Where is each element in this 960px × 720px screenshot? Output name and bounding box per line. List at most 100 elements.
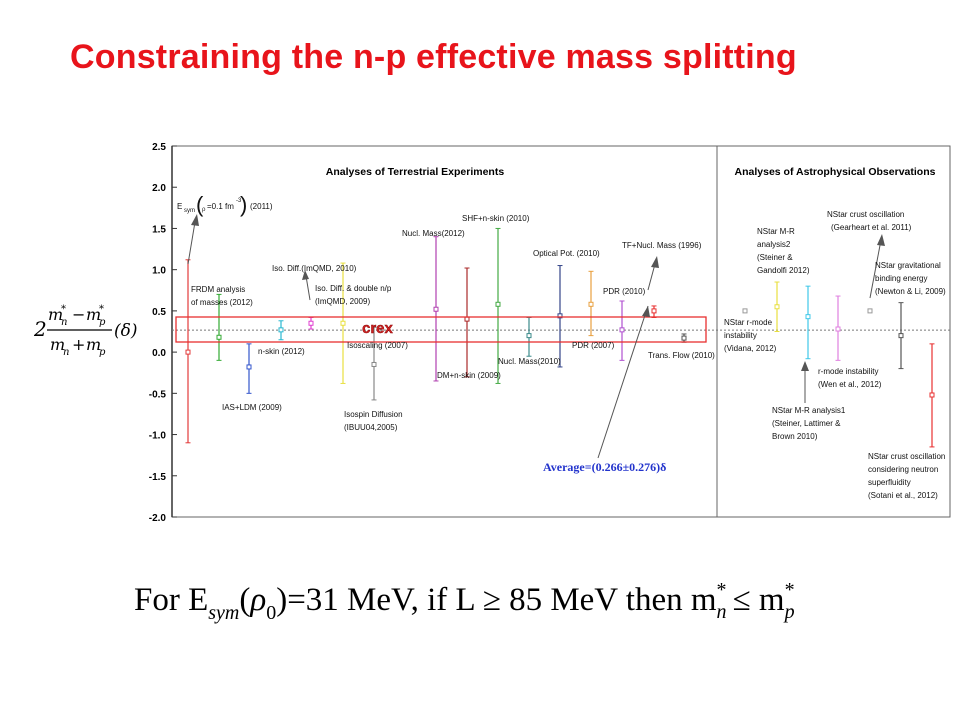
label-shf: SHF+n-skin (2010) <box>462 214 530 223</box>
svg-text:m: m <box>50 335 65 354</box>
svg-text:p: p <box>99 347 106 358</box>
arrow-crust <box>869 239 882 299</box>
label-grav-3: (Newton & Li, 2009) <box>875 287 946 296</box>
data-point <box>619 327 625 333</box>
label-rmode-wen-1: r-mode instability <box>818 367 878 376</box>
panel-title-terrestrial: Analyses of Terrestrial Experiments <box>326 166 505 178</box>
label-sotani-4: (Sotani et al., 2012) <box>868 491 938 500</box>
label-isospin-2: (IBUU04,2005) <box>344 423 398 432</box>
label-isodiff: Iso. Diff.(ImQMD, 2010) <box>272 264 357 273</box>
error-bar <box>340 262 346 384</box>
data-point <box>340 320 346 326</box>
label-rmode-vidana-1: NStar r-mode <box>724 318 773 327</box>
label-mr1-3: Brown 2010) <box>772 432 818 441</box>
label-grav-1: NStar gravitational <box>875 261 941 270</box>
svg-text:(2011): (2011) <box>250 202 273 211</box>
label-nskin: n-skin (2012) <box>258 347 305 356</box>
data-point <box>742 308 748 314</box>
error-bar <box>433 236 439 382</box>
data-point <box>526 333 532 339</box>
y-tick-label: -1.0 <box>149 431 167 442</box>
data-point <box>867 308 873 314</box>
y-tick-label: 0.0 <box>152 348 166 359</box>
error-bars <box>185 227 935 448</box>
crex-box <box>175 316 707 343</box>
y-tick-label: 1.0 <box>152 266 166 277</box>
error-bar <box>216 293 222 361</box>
data-point <box>898 333 904 339</box>
svg-text:*: * <box>99 304 104 315</box>
error-bar <box>835 295 841 361</box>
label-nuclmass2012: Nucl. Mass(2012) <box>402 229 465 238</box>
slide-title: Constraining the n-p effective mass spli… <box>70 38 797 76</box>
error-bar <box>185 259 191 444</box>
label-crust-2: (Gearheart et al. 2011) <box>831 223 912 232</box>
label-isodiff2-1: Iso. Diff. & double n/p <box>315 284 392 293</box>
error-bar <box>588 270 594 337</box>
error-bar <box>278 320 284 341</box>
label-rmode-vidana-2: instability <box>724 331 757 340</box>
error-bar <box>898 302 904 370</box>
svg-text:−: − <box>72 305 85 324</box>
svg-text:p: p <box>99 317 106 328</box>
y-tick-label: -1.5 <box>149 472 167 483</box>
data-point <box>805 314 811 320</box>
label-optical: Optical Pot. (2010) <box>533 249 600 258</box>
svg-text:=0.1 fm: =0.1 fm <box>207 202 234 211</box>
error-bar <box>867 308 873 314</box>
formula-for: For E <box>134 582 208 618</box>
label-grav-2: binding energy <box>875 274 927 283</box>
arrow-crust-head <box>877 234 885 246</box>
label-nuclmass2010: Nucl. Mass(2010) <box>498 357 561 366</box>
data-point <box>835 326 841 332</box>
crex-label: crex <box>362 320 394 337</box>
svg-text:n: n <box>61 317 67 328</box>
label-pdr2010: PDR (2010) <box>603 287 646 296</box>
label-rmode-vidana-3: (Vidana, 2012) <box>724 344 777 353</box>
label-mr1-1: NStar M-R analysis1 <box>772 406 846 415</box>
svg-text:For Esym(ρ0)=31 MeV, if L ≥ 85: For Esym(ρ0)=31 MeV, if L ≥ 85 MeV then … <box>134 579 795 624</box>
formula-numerator: m * n − m * p <box>48 304 106 328</box>
label-rmode-wen-2: (Wen et al., 2012) <box>818 380 882 389</box>
data-point <box>495 301 501 307</box>
formula-denominator: m n + m p <box>50 335 106 358</box>
arrow-isodiff <box>305 275 311 301</box>
label-mr2-3: (Steiner & <box>757 253 793 262</box>
error-bar <box>774 281 780 332</box>
arrow-tf-head <box>651 256 659 268</box>
arrow-tf <box>647 263 656 291</box>
label-frdm-1: FRDM analysis <box>191 285 245 294</box>
arrow-esym <box>187 221 196 265</box>
y-tick-label: -2.0 <box>149 513 167 524</box>
arrow-isodiff-head <box>302 270 309 280</box>
data-point <box>929 392 935 398</box>
data-point <box>246 364 252 370</box>
chart: 2.5 2.0 1.5 1.0 0.5 0.0 -0.5 -1.0 -1.5 -2.0 Analy… <box>149 142 951 524</box>
svg-text:(: ( <box>196 192 204 217</box>
data-point <box>216 334 222 340</box>
error-bar <box>742 308 748 314</box>
label-crust-1: NStar crust oscillation <box>827 210 904 219</box>
data-point <box>371 361 377 367</box>
y-tick-label: 2.0 <box>152 183 166 194</box>
y-tick-label: 1.5 <box>152 224 166 235</box>
bottom-formula: For Esym(ρ0)=31 MeV, if L ≥ 85 MeV then … <box>134 579 795 624</box>
chart-frame <box>171 145 951 518</box>
label-tf: TF+Nucl. Mass (1996) <box>622 241 702 250</box>
error-bar <box>805 285 811 360</box>
label-sotani-1: NStar crust oscillation <box>868 452 945 461</box>
svg-text:m: m <box>48 305 63 324</box>
label-mr2-1: NStar M-R <box>757 227 795 236</box>
svg-text:sym: sym <box>184 208 195 214</box>
y-axis-formula: 2 m * n − m * p m n + m p (δ) <box>33 304 138 358</box>
label-mr2-4: Gandolfi 2012) <box>757 266 810 275</box>
arrow-average-head <box>642 306 650 317</box>
arrow-esym-head <box>191 214 199 226</box>
data-point <box>588 301 594 307</box>
arrow-average <box>597 305 649 459</box>
label-pdr2007: PDR (2007) <box>572 341 615 350</box>
error-bar <box>557 265 563 368</box>
data-point <box>185 349 191 355</box>
data-point <box>278 327 284 333</box>
average-label: Average=(0.266±0.276)δ <box>543 460 666 474</box>
